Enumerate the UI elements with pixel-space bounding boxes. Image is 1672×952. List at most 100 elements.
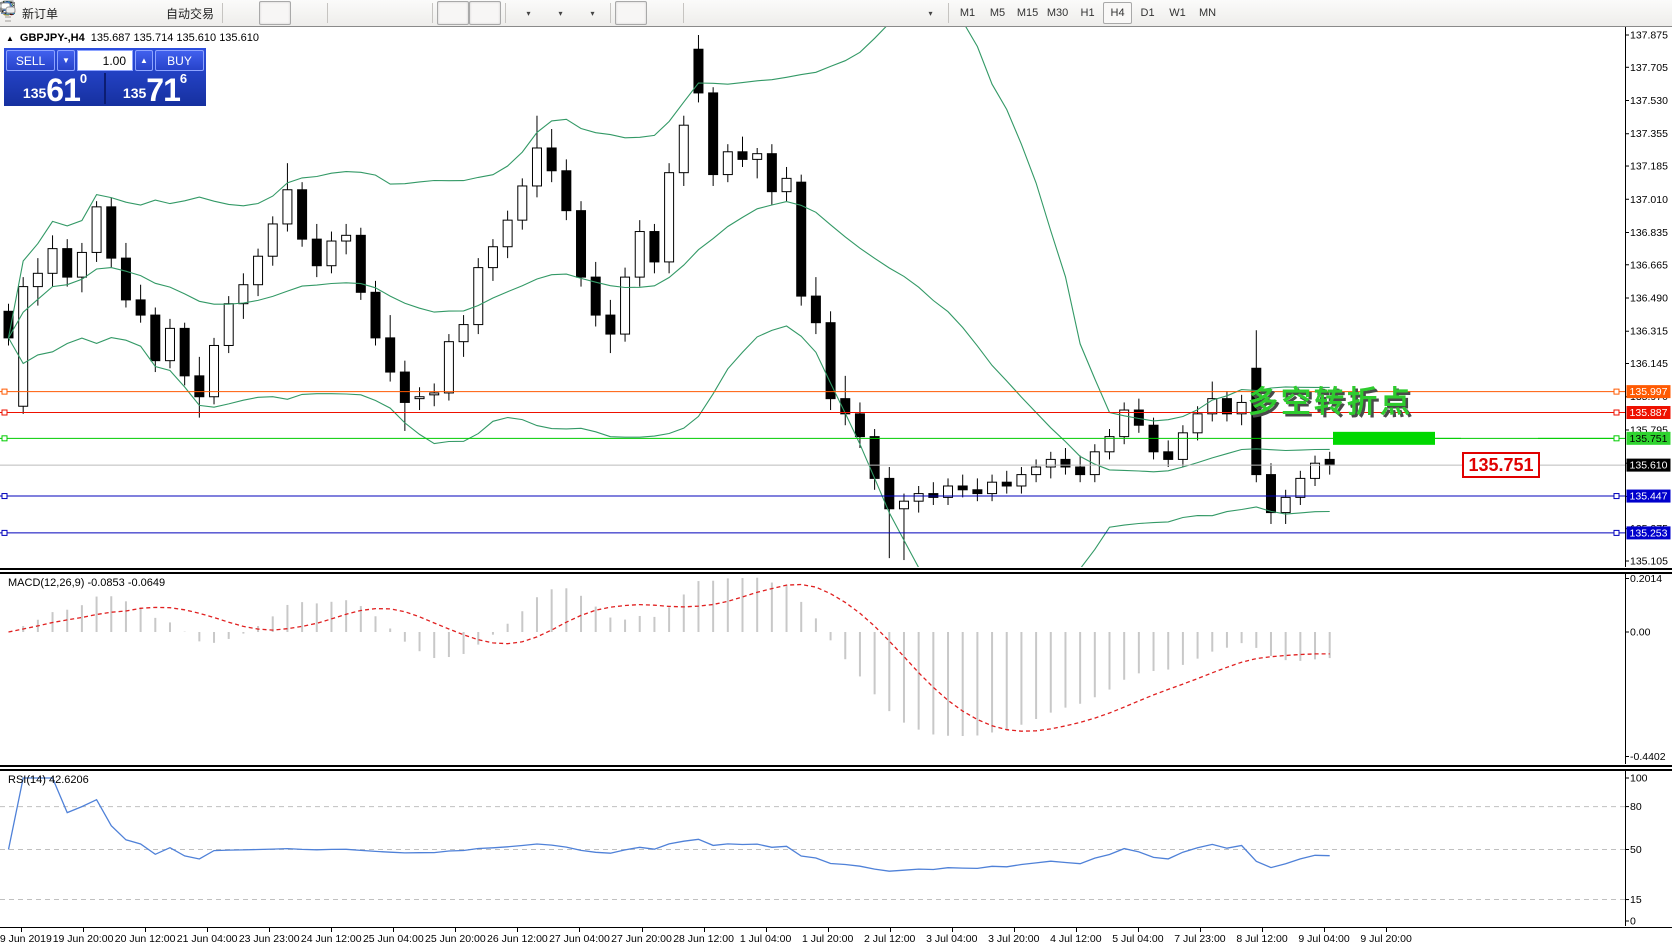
timeframe-m5-button[interactable]: M5	[989, 7, 1006, 19]
time-label: 8 Jul 12:00	[1236, 933, 1288, 945]
time-label: 28 Jun 12:00	[673, 933, 734, 945]
svg-text:135.751: 135.751	[1630, 433, 1668, 445]
macd-chart[interactable]: 0.2014 0.00 -0.4402	[0, 574, 1672, 764]
timeframe-m30-button[interactable]: M30	[1046, 7, 1069, 19]
pane-separator[interactable]	[0, 765, 1672, 771]
dropdown-caret: ▾	[526, 8, 531, 18]
svg-text:136.665: 136.665	[1630, 259, 1668, 271]
time-label: 3 Jul 20:00	[988, 933, 1040, 945]
periods-button[interactable]: ▾	[1, 1, 574, 25]
crosshair-button[interactable]	[1, 1, 679, 25]
zoom-out-button[interactable]	[2, 1, 396, 25]
svg-text:136.490: 136.490	[1630, 293, 1668, 305]
buy-price-big: 71	[146, 72, 181, 108]
toolbar-separator	[505, 3, 507, 23]
time-tick	[827, 928, 829, 932]
autotrade-button[interactable]: 自动交易	[2, 1, 218, 25]
community-button[interactable]	[1, 1, 126, 25]
time-label: 5 Jul 04:00	[1112, 933, 1164, 945]
time-tick	[269, 928, 271, 932]
timeframe-d1-button[interactable]: D1	[1140, 7, 1155, 19]
dropdown-caret: ▾	[590, 8, 595, 18]
svg-text:135.253: 135.253	[1630, 527, 1668, 539]
svg-text:135.887: 135.887	[1630, 407, 1668, 419]
arrows-button[interactable]: ▾	[3, 1, 944, 25]
time-label: 20 Jun 12:00	[114, 933, 176, 945]
channel-button[interactable]: E	[1, 1, 816, 25]
new-order-label: 新订单	[22, 6, 59, 21]
timeframe-h4-button[interactable]: H4	[1103, 2, 1133, 24]
toolbar-separator	[432, 3, 434, 23]
candlestick-chart[interactable]: 137.875 137.705 137.530 137.355 137.185 137.0…	[0, 27, 1672, 567]
time-tick	[1324, 928, 1326, 932]
time-tick	[1199, 928, 1201, 932]
svg-text:136.835: 136.835	[1630, 227, 1668, 239]
cursor-button[interactable]	[3, 1, 648, 25]
svg-text:50: 50	[1630, 844, 1642, 856]
tile-windows-button[interactable]	[1, 1, 428, 25]
timeframe-mn-button[interactable]: MN	[1198, 7, 1217, 19]
vertical-line-button[interactable]	[6, 1, 720, 25]
time-tick	[951, 928, 953, 932]
svg-text:80: 80	[1630, 801, 1642, 813]
templates-button[interactable]: ▾	[1, 1, 606, 25]
time-tick	[1013, 928, 1015, 932]
volume-input[interactable]: 1.00	[77, 50, 133, 71]
horizontal-line-button[interactable]	[1, 1, 752, 25]
toolbar-separator	[610, 3, 612, 23]
volume-increase-button[interactable]: ▲	[135, 50, 153, 71]
macd-pane[interactable]: 0.2014 0.00 -0.4402 MACD(12,26,9) -0.0853 …	[0, 574, 1672, 764]
toolbar-separator	[683, 3, 685, 23]
svg-text:135.105: 135.105	[1630, 556, 1668, 568]
line-chart-button[interactable]	[0, 1, 323, 25]
time-tick	[579, 928, 581, 932]
new-order-button[interactable]: 新订单	[1, 0, 62, 25]
fibonacci-button[interactable]: F	[2, 1, 848, 25]
sell-price[interactable]: 135 61 0	[6, 71, 106, 106]
sonar-button[interactable]	[1, 1, 158, 25]
rsi-pane[interactable]: 100 80 50 15 0 RSI(14) 42.6206	[0, 771, 1672, 926]
svg-text:135.610: 135.610	[1630, 460, 1668, 472]
buy-button[interactable]: BUY	[155, 50, 204, 71]
bar-chart-button[interactable]	[1, 1, 259, 25]
auto-scroll-button[interactable]	[0, 1, 470, 25]
pane-separator[interactable]	[0, 568, 1672, 574]
timeframe-w1-button[interactable]: W1	[1169, 7, 1186, 19]
volume-decrease-button[interactable]: ▼	[57, 50, 75, 71]
time-tick	[1075, 928, 1077, 932]
time-tick	[1386, 928, 1388, 932]
timeframe-group: M1 M5 M15 M30 H1 H4 D1 W1 MN	[953, 2, 1222, 24]
time-label: 9 Jul 04:00	[1298, 933, 1350, 945]
svg-text:137.185: 137.185	[1630, 161, 1668, 173]
time-tick	[207, 928, 209, 932]
timeframe-m1-button[interactable]: M1	[959, 7, 976, 19]
main-chart-pane[interactable]: 137.875 137.705 137.530 137.355 137.185 137.0…	[0, 27, 1672, 567]
buy-price[interactable]: 135 71 6	[106, 71, 204, 108]
zoom-in-button[interactable]	[2, 1, 364, 25]
time-label: 1 Jul 20:00	[801, 933, 854, 945]
dropdown-caret: ▾	[558, 8, 563, 18]
collapse-panel-icon[interactable]: ▲	[6, 33, 14, 43]
text-label-button[interactable]: T	[1, 1, 912, 25]
buy-price-pip: 6	[179, 71, 188, 86]
eraser-button[interactable]	[1, 1, 94, 25]
time-tick	[641, 928, 643, 932]
time-tick	[21, 928, 22, 932]
sell-button[interactable]: SELL	[6, 50, 55, 71]
buy-price-main: 135	[122, 85, 147, 101]
svg-text:0.2014: 0.2014	[1630, 574, 1662, 585]
svg-text:137.530: 137.530	[1630, 95, 1668, 107]
toolbar-separator	[948, 3, 950, 23]
time-label: 9 Jul 20:00	[1360, 933, 1412, 945]
svg-text:137.875: 137.875	[1630, 30, 1668, 42]
trendline-button[interactable]	[1, 1, 784, 25]
timeframe-h1-button[interactable]: H1	[1080, 7, 1095, 19]
text-button[interactable]: A	[3, 1, 880, 25]
indicators-button[interactable]: ▾	[1, 1, 542, 25]
candle-chart-button[interactable]	[1, 1, 292, 25]
toolbar-separator	[222, 3, 224, 23]
rsi-chart[interactable]: 100 80 50 15 0	[0, 771, 1672, 926]
chart-shift-button[interactable]	[0, 1, 502, 25]
timeframe-m15-button[interactable]: M15	[1016, 7, 1039, 19]
